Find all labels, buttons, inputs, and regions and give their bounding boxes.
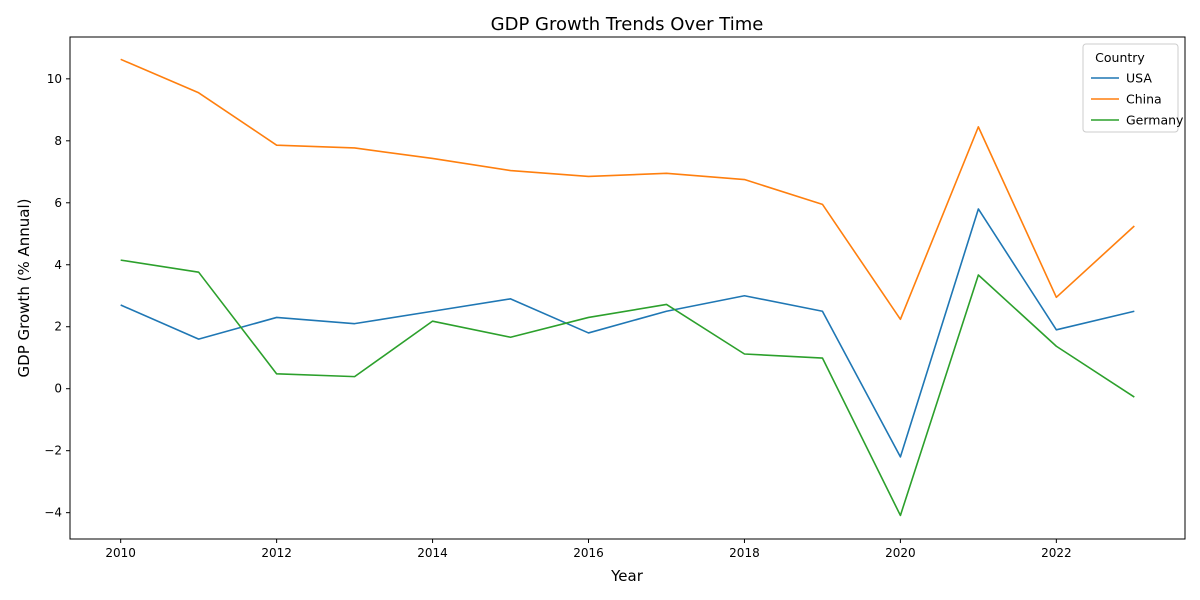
axis-ticks: 2010 2012 2014 2016 2018 2020 2022 −4 −2 0 2 4 6 8 10 [44,72,1071,560]
series-line-china [120,58,1135,321]
series-line-germany [120,259,1135,517]
y-tick-label: −4 [44,506,62,520]
y-tick-label: 10 [47,72,62,86]
x-tick-label: 2022 [1041,546,1072,560]
x-axis-title: Year [610,567,644,585]
x-tick-label: 2012 [261,546,292,560]
x-tick-label: 2014 [417,546,448,560]
chart-title: GDP Growth Trends Over Time [491,14,764,35]
y-tick-label: 0 [54,382,62,396]
legend-label-germany: Germany [1126,113,1184,128]
series-lines [120,58,1135,517]
legend: Country USA China Germany [1082,43,1184,133]
legend-label-usa: USA [1126,71,1152,86]
x-tick-label: 2020 [885,546,916,560]
y-tick-label: 4 [54,258,62,272]
x-tick-label: 2010 [105,546,136,560]
y-axis-title: GDP Growth (% Annual) [15,199,33,378]
y-tick-label: 6 [54,196,62,210]
legend-title: Country [1095,50,1145,65]
legend-label-china: China [1126,92,1162,107]
legend-frame [1082,43,1179,133]
y-tick-label: −2 [44,444,62,458]
y-tick-label: 8 [54,134,62,148]
x-tick-label: 2018 [729,546,760,560]
x-tick-label: 2016 [573,546,604,560]
series-line-usa [120,208,1135,458]
plot-frame [69,36,1186,540]
y-tick-label: 2 [54,320,62,334]
